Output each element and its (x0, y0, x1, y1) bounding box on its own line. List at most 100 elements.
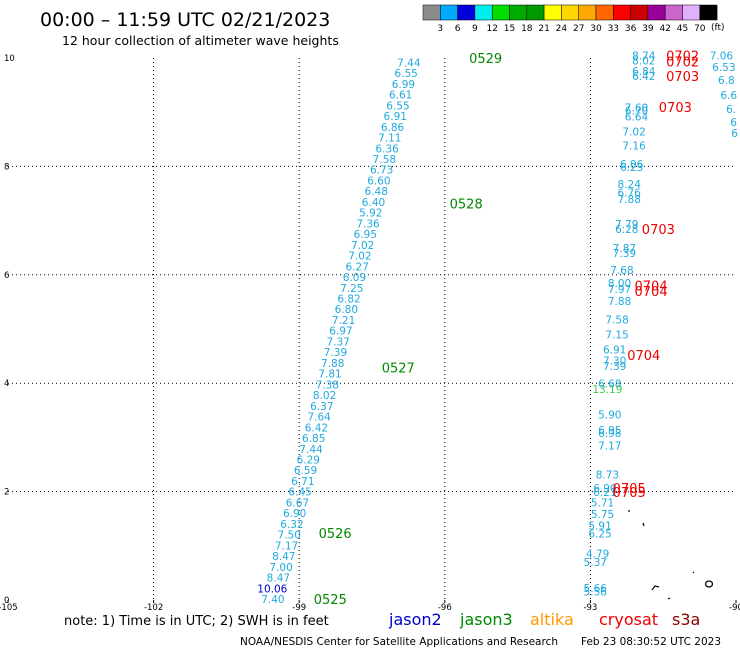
cryosat-time-label: 0703 (659, 101, 692, 116)
cryosat-time-label: 0705 (613, 482, 646, 497)
track-value-label: 6.97 (329, 326, 352, 338)
island-1 (651, 585, 660, 591)
colorbar-swatch (457, 4, 476, 21)
y-tick-label: 8 (4, 162, 9, 172)
track-value-label: 6.59 (294, 465, 317, 477)
track-value-label: 6.95 (354, 229, 377, 241)
east-track-value-label: 8.02 (632, 55, 655, 67)
track-value-label: 7.88 (321, 358, 344, 370)
axes: -105 -102 -99 -96 -93 -90 0 2 4 6 8 10 (0, 54, 740, 613)
colorbar-tick-label: 24 (556, 24, 568, 34)
track-value-label: 6.80 (335, 304, 358, 316)
track-value-label: 6.91 (384, 111, 407, 123)
track-value-label: 7.64 (307, 412, 331, 424)
east-track-value-label: 7.39 (603, 361, 626, 373)
east-track-value-label: 6.28 (615, 224, 638, 236)
east-track-value-label: 7.87 (613, 243, 636, 255)
colorbar-swatch (509, 4, 528, 21)
east-track-value-label: 5.75 (591, 509, 614, 521)
track-value-label: 8.47 (267, 573, 290, 585)
chart-title: 00:00 – 11:59 UTC 02/21/2023 (40, 9, 330, 31)
colorbar-unit: (ft) (711, 23, 725, 33)
x-tick-label: -90 (729, 603, 740, 613)
east-track-value-label: 6.95 (598, 425, 621, 437)
colorbar-swatch (682, 4, 701, 21)
track-value-label: 6.48 (365, 186, 388, 198)
east-track-value-label: 6.70 (625, 106, 648, 118)
cryosat-time-label: 0702 (666, 55, 699, 70)
east-track-value-label: 6.42 (632, 71, 655, 83)
east-track-value-label: 6.21 (593, 487, 616, 499)
track-value-label: 7.81 (318, 369, 341, 381)
east-track-value-label: 7.02 (622, 126, 645, 138)
track-value-label: 7.17 (275, 540, 298, 552)
track-value-label: 7.58 (373, 154, 396, 166)
colorbar-tick-label: 45 (677, 24, 688, 34)
track-value-label: 10.06 (257, 583, 287, 595)
east-track-value-label: 7.16 (622, 140, 646, 152)
pass-time-label: 0526 (319, 527, 352, 542)
east-track-value-label: 7.60 (625, 102, 648, 114)
colorbar-swatch (578, 4, 597, 21)
y-tick-label: 6 (4, 271, 9, 281)
colorbar-tick-label: 12 (486, 24, 497, 34)
track-value-label: 6.32 (280, 519, 303, 531)
east-track-value-label: 7.79 (615, 219, 638, 231)
east-track-value-label: 6.98 (598, 428, 621, 440)
island-4 (704, 580, 714, 588)
colorbar-tick-label: 36 (625, 24, 637, 34)
colorbar-tick-label: 27 (573, 24, 584, 34)
footer-timestamp: Feb 23 08:30:52 UTC 2023 (581, 636, 721, 648)
east-track-value-label: 7.30 (603, 356, 626, 368)
east-track-value-label: 6 (731, 128, 738, 140)
track-value-label: 7.44 (299, 444, 323, 456)
colorbar-swatch (422, 4, 441, 21)
cryosat-time-label: 0705 (613, 486, 646, 501)
east-track-value-label: 6.90 (593, 483, 616, 495)
y-tick-label: 2 (4, 488, 9, 498)
pass-time-label: 0528 (450, 197, 483, 212)
cryosat-time-label: 0703 (642, 223, 675, 238)
east-track-value-label: 6.84 (632, 66, 656, 78)
track-value-label: 7.02 (351, 240, 374, 252)
cryosat-time-label: 0702 (666, 49, 699, 64)
track-value-label: 7.02 (348, 251, 371, 263)
track-value-label: 7.37 (326, 336, 349, 348)
east-track-value-label: 7.06 (710, 50, 734, 62)
track-value-label: 6.27 (346, 261, 369, 273)
east-track-value-label: 5.90 (598, 410, 621, 422)
track-value-label: 7.21 (332, 315, 355, 327)
east-track-value-label: 7.17 (598, 441, 621, 453)
east-track-value-label: 6.53 (712, 62, 735, 74)
track-value-label: 6.36 (375, 143, 399, 155)
colorbar-tick-label: 30 (590, 24, 602, 34)
sat-altika: altika (530, 610, 574, 629)
colorbar-swatch (526, 4, 545, 21)
colorbar-tick-label: 21 (538, 24, 549, 34)
track-value-label: 6.67 (286, 497, 309, 509)
track-value-label: 8.02 (313, 390, 336, 402)
chart-subtitle: 12 hour collection of altimeter wave hei… (62, 33, 339, 48)
east-track-value-label: 8.00 (608, 278, 631, 290)
sat-cryosat: cryosat (599, 610, 658, 629)
east-track-value-label: 6.76 (618, 188, 642, 200)
island-3 (692, 571, 695, 574)
east-track-value-label: 7.97 (608, 284, 631, 296)
east-track-value-label: 6.8 (718, 75, 735, 87)
track-value-label: 6.45 (288, 487, 311, 499)
east-track-value-label: 8.74 (632, 50, 656, 62)
track-value-label: 6.90 (283, 508, 306, 520)
y-tick-label: 4 (4, 379, 9, 389)
track-value-label: 6.55 (394, 68, 417, 80)
track-value-label: 6.29 (297, 454, 320, 466)
colorbar-swatch (561, 4, 579, 21)
track-value-label: 7.11 (378, 133, 401, 145)
footer-credit: NOAA/NESDIS Center for Satellite Applica… (240, 636, 558, 648)
track-value-label: 7.00 (269, 562, 292, 574)
pass-time-label: 0529 (469, 52, 502, 67)
east-track-value-label: 8.73 (596, 469, 619, 481)
colorbar-tick-label: 70 (694, 24, 706, 34)
track-value-label: 6.99 (392, 79, 415, 91)
colorbar-swatch (440, 4, 458, 21)
